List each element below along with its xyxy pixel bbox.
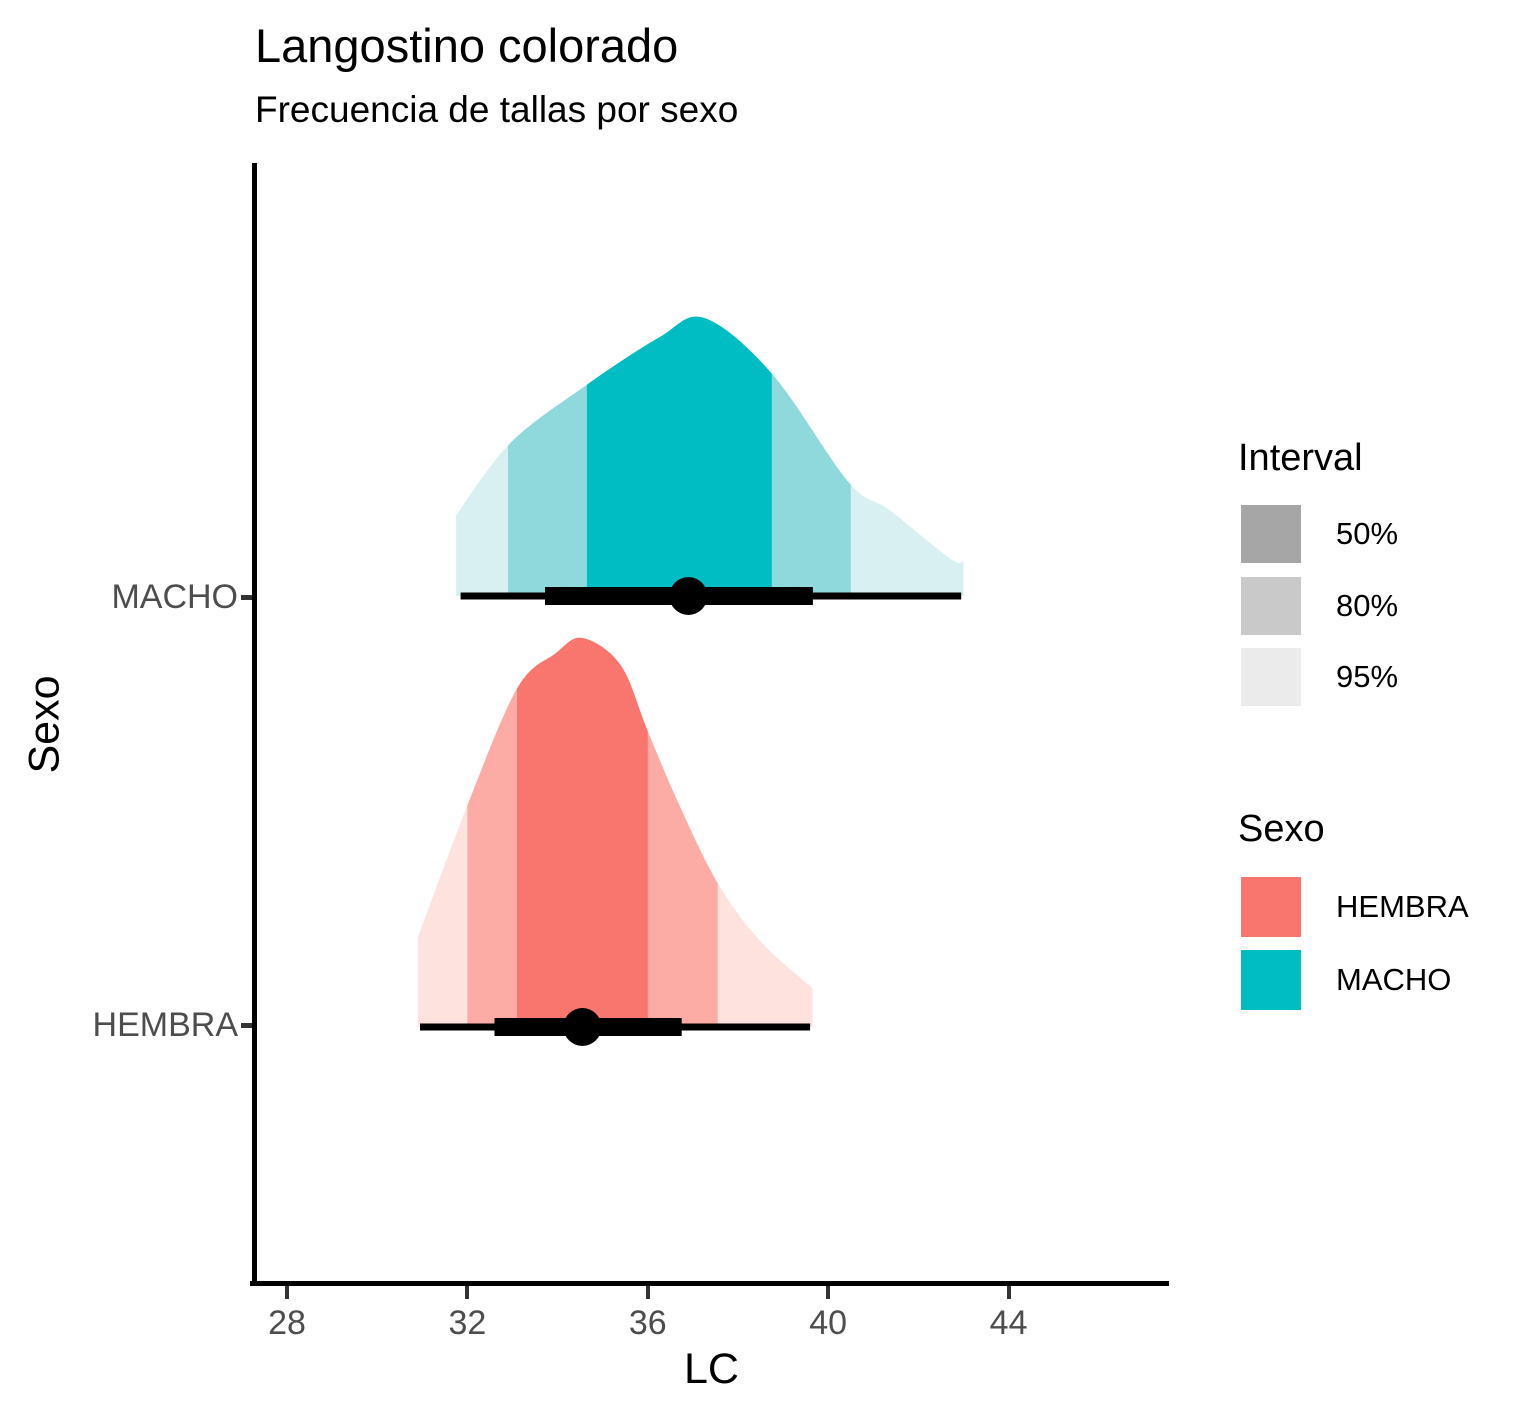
y-axis-tick-hembra <box>241 1023 253 1028</box>
plot-subtitle: Frecuencia de tallas por sexo <box>255 89 739 130</box>
legend-swatch-50 <box>1241 505 1301 563</box>
legend-swatch-hembra <box>1241 877 1301 937</box>
x-axis-tick-label-32: 32 <box>448 1304 487 1342</box>
x-axis-title: LC <box>684 1345 739 1393</box>
x-axis-tick-28 <box>285 1286 289 1299</box>
legend-sexo-title: Sexo <box>1238 808 1325 850</box>
x-axis-tick-36 <box>645 1286 650 1299</box>
legend-label-hembra: HEMBRA <box>1336 889 1469 924</box>
density-slab-50-hembra <box>517 637 648 1027</box>
median-point-hembra <box>563 1008 602 1046</box>
legend-label-80: 80% <box>1336 588 1399 623</box>
plot-panel <box>254 163 1169 1285</box>
y-axis-tick-macho <box>241 595 253 600</box>
density-slab-50-macho <box>586 316 772 596</box>
legend-swatch-macho <box>1241 950 1301 1010</box>
x-axis-tick-44 <box>1006 1286 1011 1299</box>
y-category-label-macho: MACHO <box>111 578 238 616</box>
x-axis-tick-label-36: 36 <box>628 1304 667 1342</box>
x-axis-tick-40 <box>826 1286 831 1299</box>
y-axis-title: Sexo <box>20 675 69 774</box>
legend-swatch-95 <box>1241 648 1301 706</box>
legend-swatch-80 <box>1241 577 1301 635</box>
legend-label-macho: MACHO <box>1336 962 1452 997</box>
x-axis-tick-label-28: 28 <box>268 1304 306 1342</box>
plot-title: Langostino colorado <box>255 19 679 72</box>
legend-label-50: 50% <box>1336 516 1399 551</box>
x-axis-tick-32 <box>465 1286 470 1299</box>
median-point-macho <box>669 577 708 615</box>
legend-label-95: 95% <box>1336 659 1399 694</box>
legend-interval-title: Interval <box>1238 437 1363 479</box>
x-axis-tick-label-40: 40 <box>809 1304 848 1342</box>
x-axis-ticks: 28 32 36 40 44 <box>254 1286 1169 1346</box>
x-axis-line <box>250 1281 1169 1286</box>
density-slabs-svg <box>417 316 964 1046</box>
y-axis-line <box>252 163 257 1286</box>
x-axis-tick-label-44: 44 <box>989 1304 1028 1342</box>
y-category-label-hembra: HEMBRA <box>92 1006 238 1044</box>
